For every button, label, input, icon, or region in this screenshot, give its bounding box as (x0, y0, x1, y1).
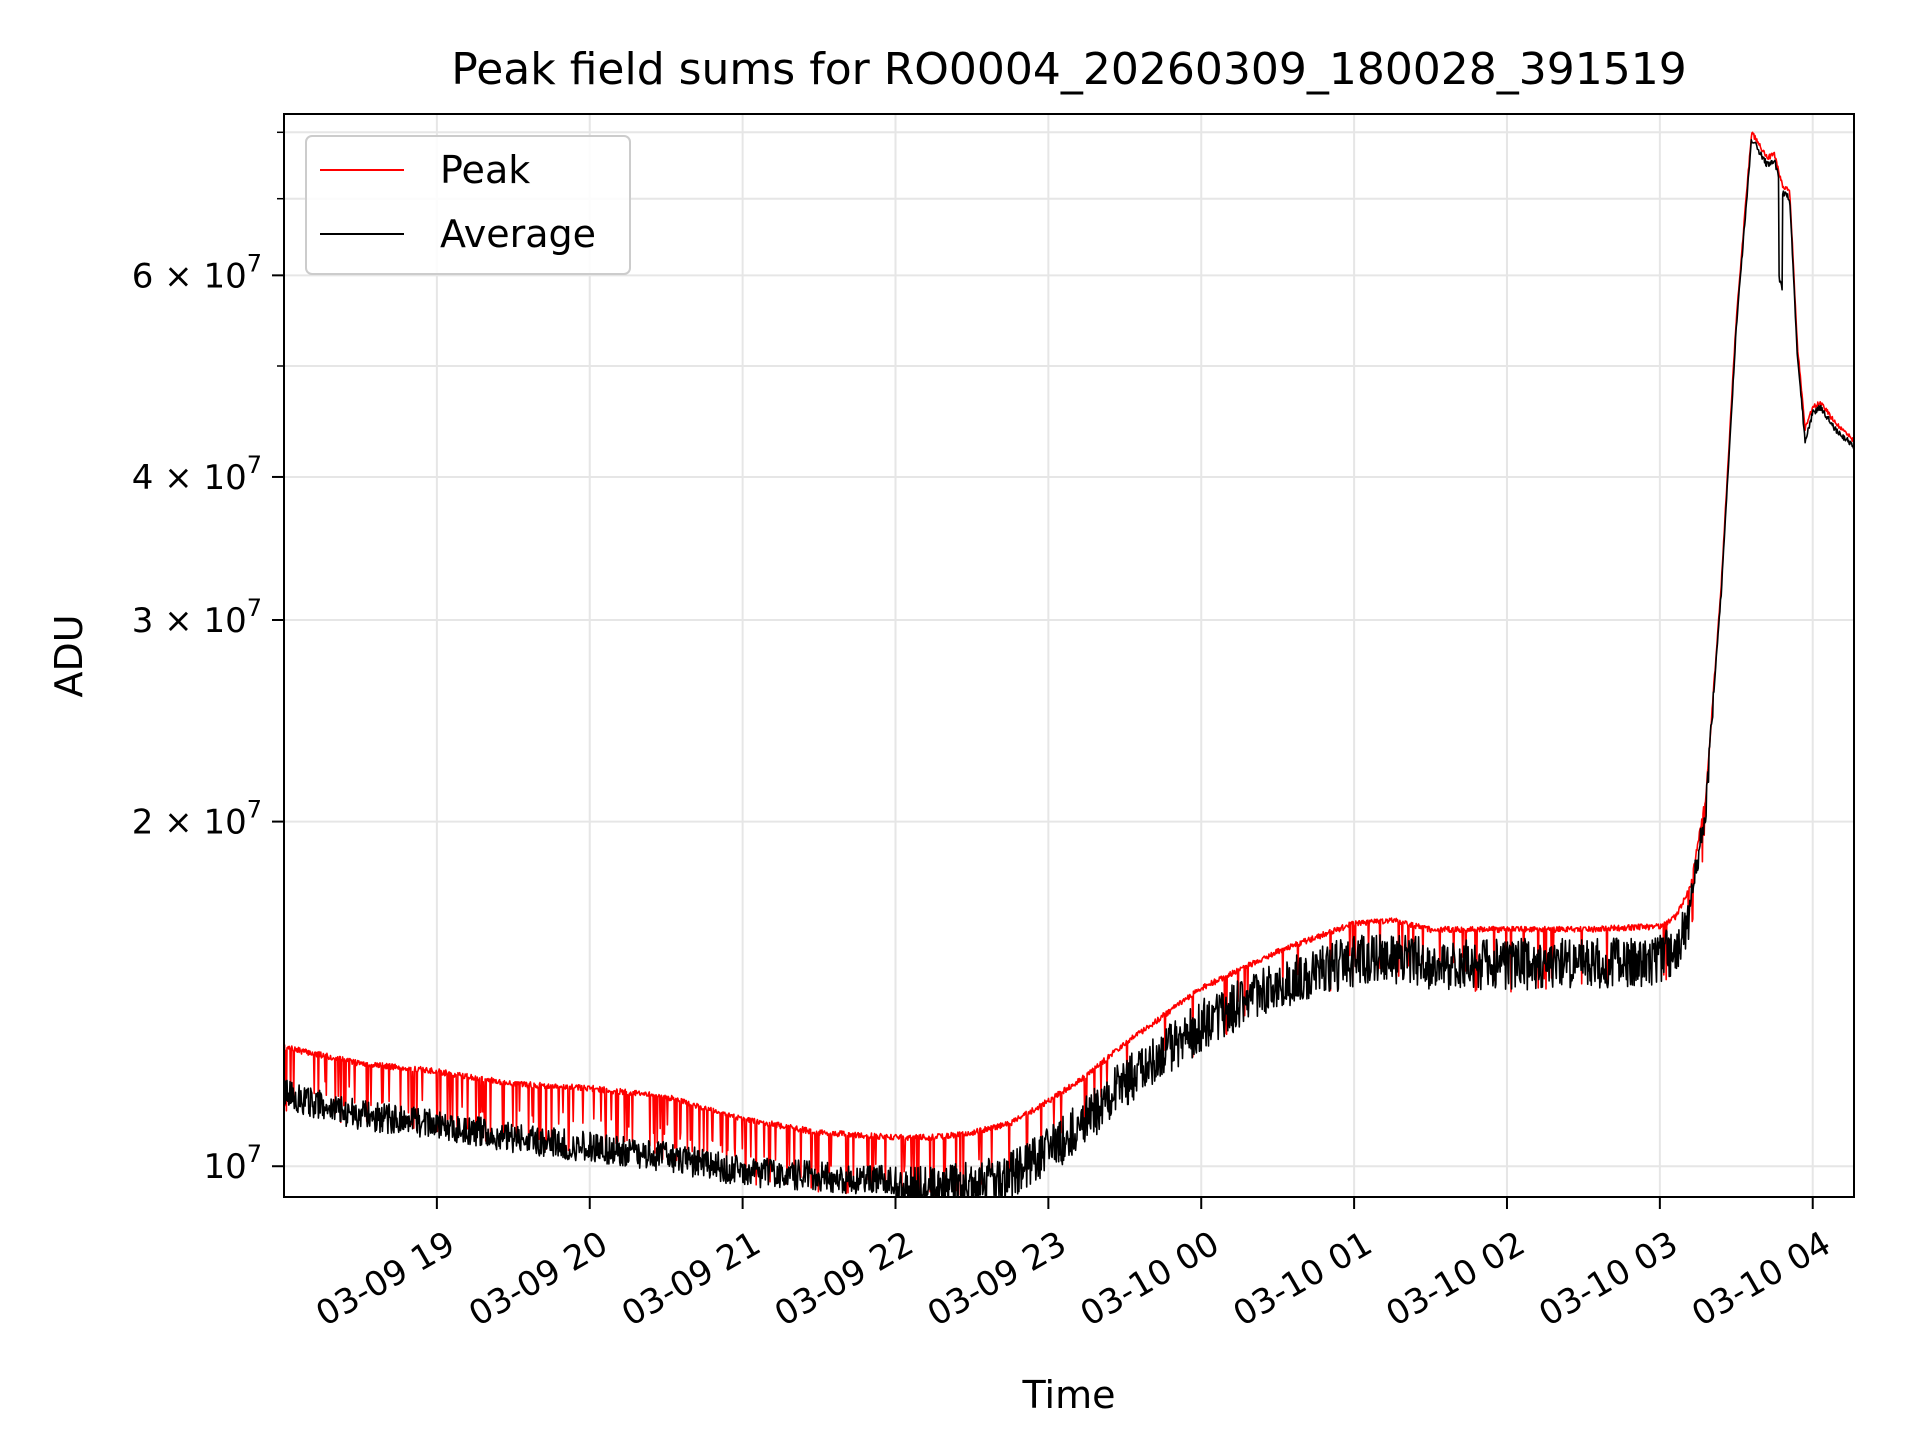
y-tick-label: 4 × 107 (132, 451, 262, 498)
y-tick-label: 2 × 107 (132, 796, 262, 843)
series-layer (284, 131, 1854, 1197)
chart-title: Peak field sums for RO0004_20260309_1800… (451, 44, 1687, 95)
y-tick-label: 6 × 107 (132, 249, 262, 296)
y-tick-label: 3 × 107 (132, 594, 262, 641)
series-line-peak (284, 131, 1854, 1197)
grid (284, 114, 1854, 1197)
plot-frame (283, 113, 1855, 1198)
y-tick-label: 107 (203, 1140, 262, 1187)
legend-label-average: Average (440, 212, 596, 256)
legend: Peak Average (305, 135, 631, 275)
series-line-average (284, 139, 1854, 1197)
y-axis: 107 2 × 107 3 × 107 4 × 107 6 × 107 (132, 131, 284, 1187)
y-axis-label: ADU (47, 614, 91, 697)
legend-label-peak: Peak (440, 148, 530, 192)
x-axis-label: Time (1022, 1373, 1116, 1417)
